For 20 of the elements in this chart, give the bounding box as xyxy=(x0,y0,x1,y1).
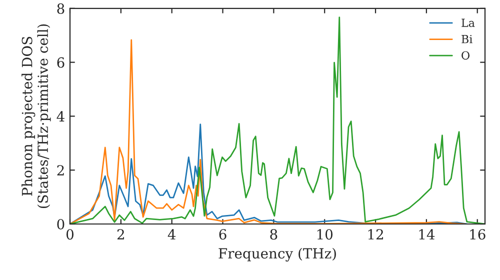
x-tick-label: 8 xyxy=(270,229,278,240)
y-tick-label: 2 xyxy=(57,165,64,176)
x-tick-label: 10 xyxy=(317,229,333,240)
x-axis-title: Frequency (THz) xyxy=(218,248,336,262)
legend-label: Bi xyxy=(462,34,472,44)
x-tick-label: 16 xyxy=(470,229,486,240)
x-tick-label: 4 xyxy=(168,229,176,240)
x-tick-label: 6 xyxy=(219,229,226,240)
legend-label: La xyxy=(462,18,475,27)
y-tick-label: 0 xyxy=(57,218,64,230)
y-axis-title: Phonon projected DOS (States/THz·primitive cell) xyxy=(22,24,51,208)
x-tick-label: 0 xyxy=(66,229,74,240)
y-tick-label: 4 xyxy=(56,111,64,122)
y-tick-label: 8 xyxy=(57,3,64,14)
x-tick-label: 12 xyxy=(368,229,383,240)
x-tick-label: 14 xyxy=(419,229,435,240)
x-tick-label: 2 xyxy=(117,229,124,240)
legend-label: O xyxy=(462,51,470,60)
line-series xyxy=(70,124,468,224)
y-tick-label: 6 xyxy=(57,57,64,68)
